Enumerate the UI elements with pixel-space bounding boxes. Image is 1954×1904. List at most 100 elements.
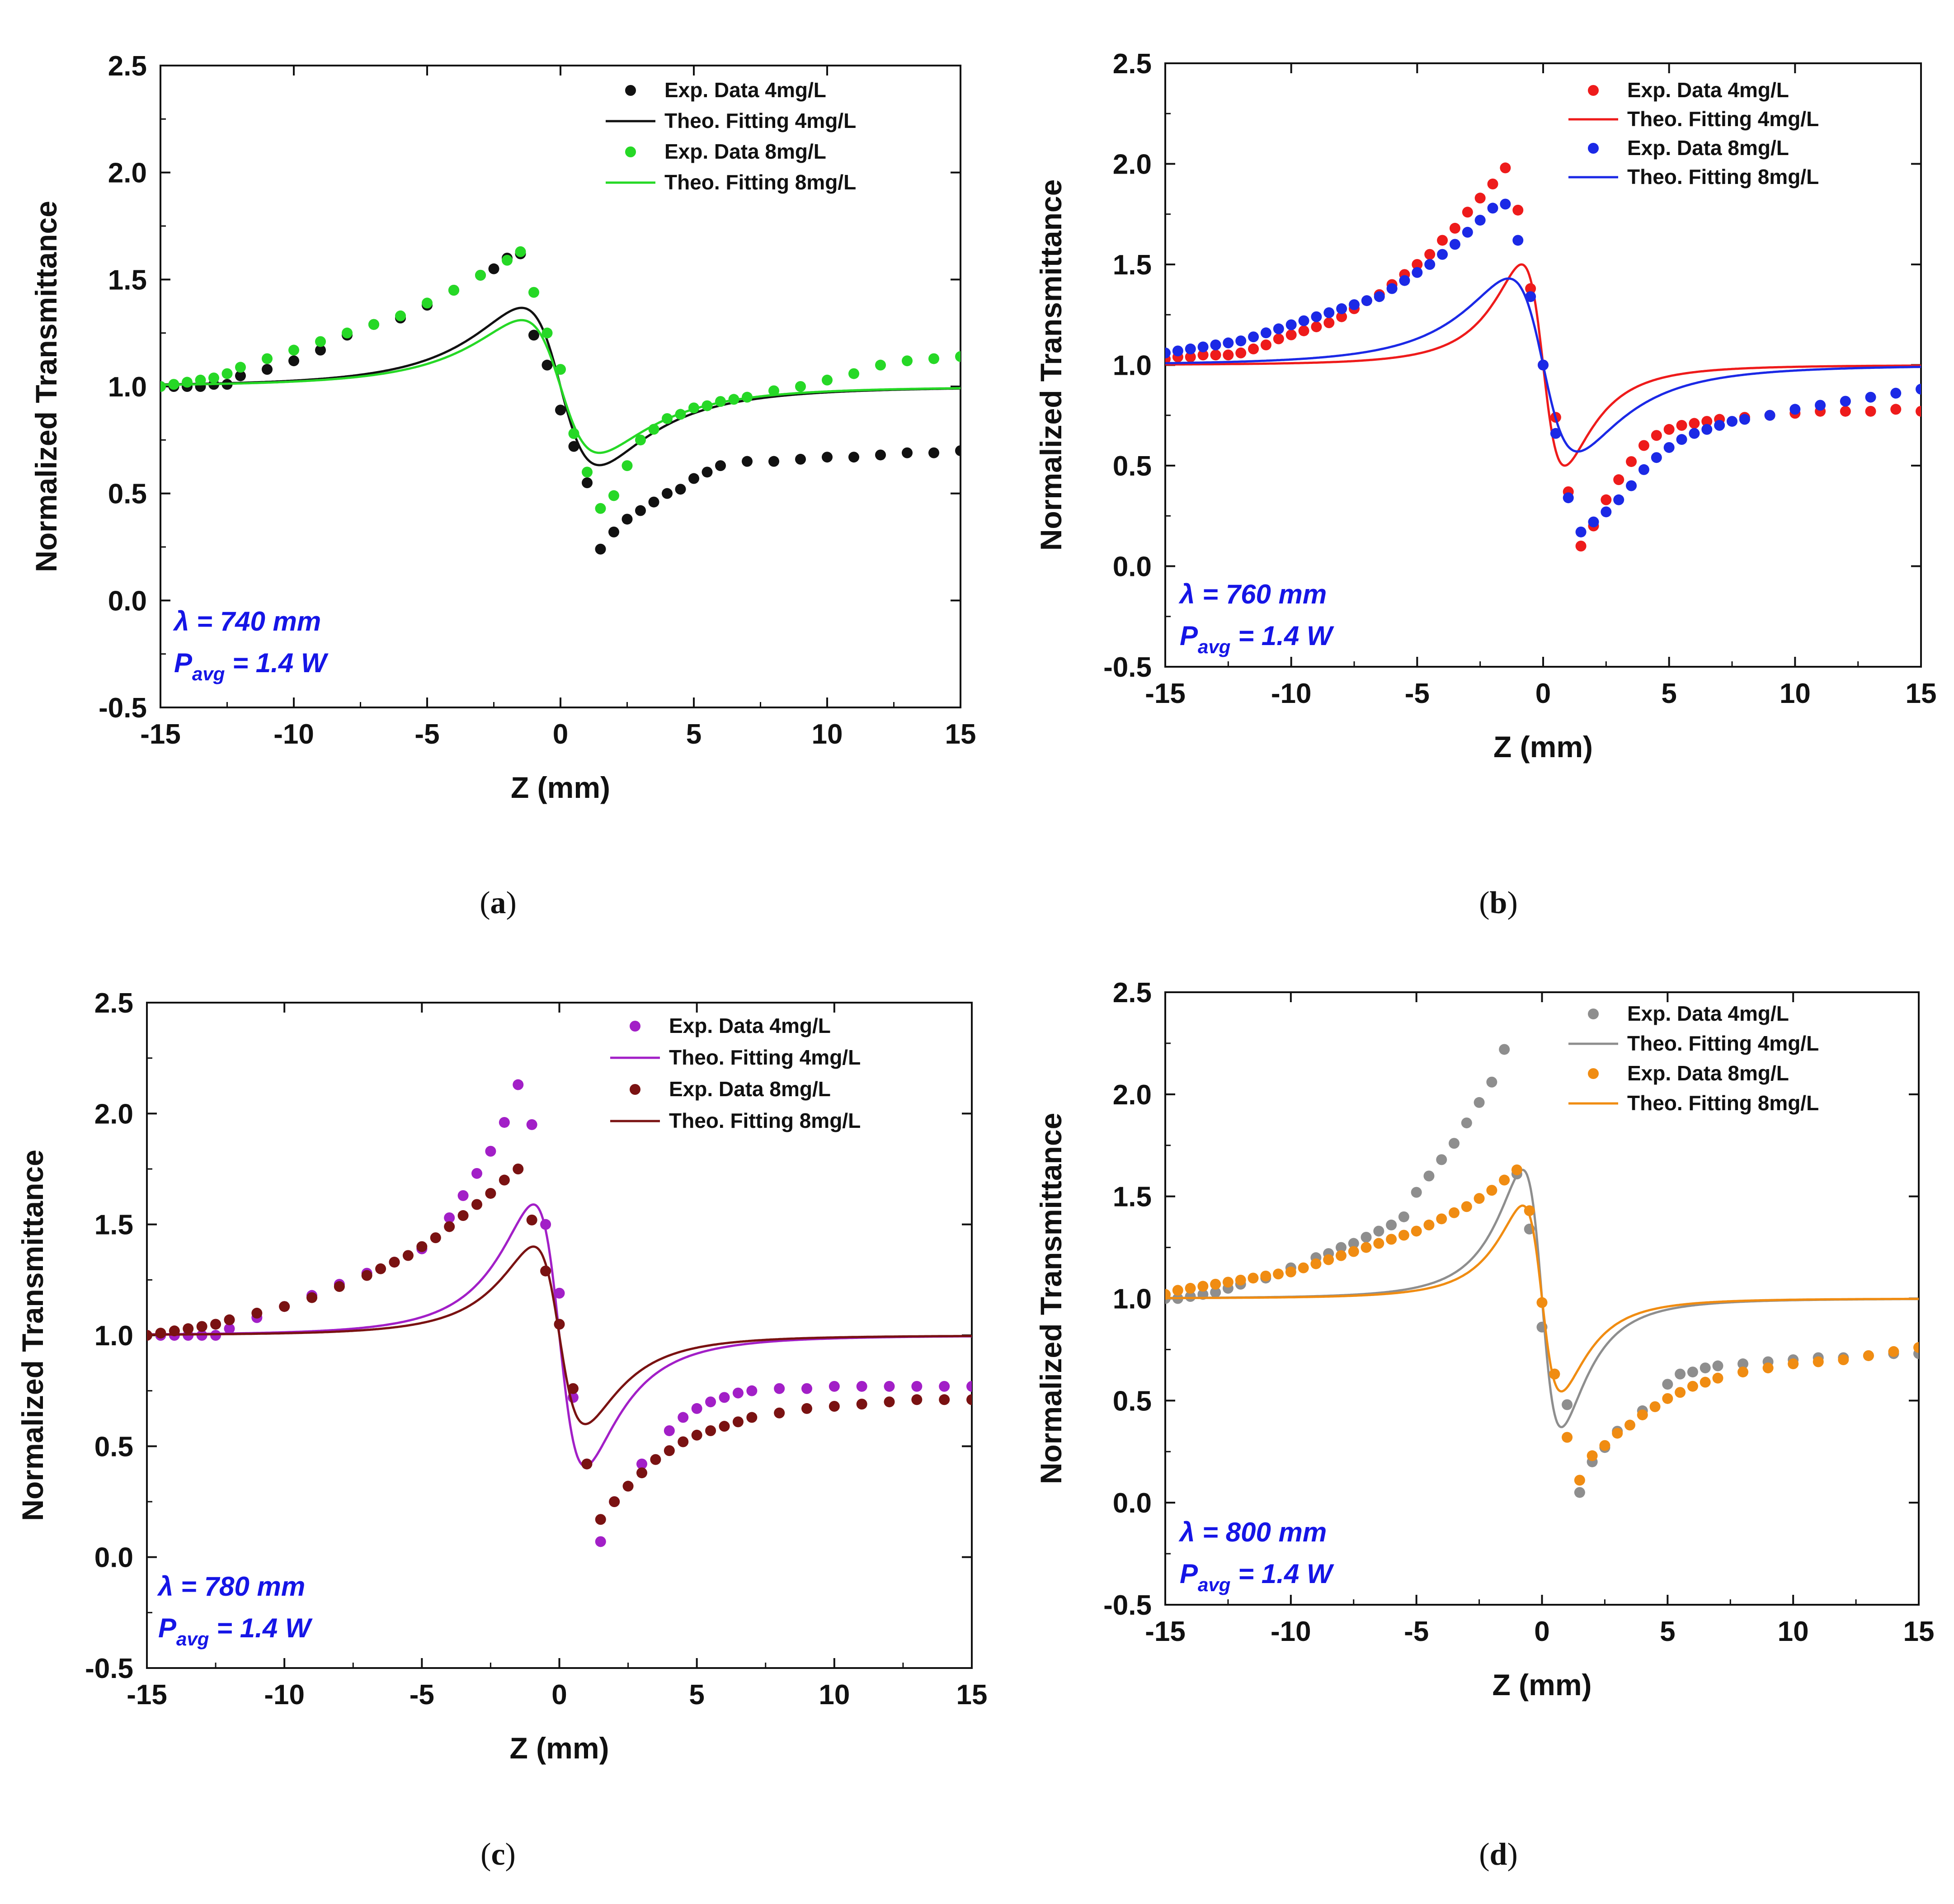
data-point <box>1197 1281 1209 1292</box>
plot-area <box>1165 162 1921 551</box>
data-point <box>1676 434 1687 445</box>
x-tick-label: 15 <box>945 719 976 750</box>
data-point <box>1865 405 1876 417</box>
panel-label-c-close: ) <box>505 1837 516 1872</box>
data-point <box>636 1467 647 1479</box>
data-point <box>1436 1154 1447 1165</box>
panel-label-b-close: ) <box>1507 886 1517 920</box>
series-line-4 <box>1165 277 1921 453</box>
y-axis-title: Normalized Transmittance <box>29 201 63 572</box>
data-point <box>1185 343 1196 354</box>
data-point <box>315 336 326 347</box>
data-point <box>1437 235 1448 246</box>
data-point <box>705 1425 716 1436</box>
data-point <box>1311 311 1322 322</box>
data-point <box>795 453 806 465</box>
data-point <box>1285 1266 1296 1277</box>
power-subscript: avg <box>1198 1574 1230 1595</box>
data-point <box>1235 335 1247 347</box>
data-point <box>528 330 539 341</box>
panel-label-d-letter: d <box>1490 1837 1507 1872</box>
data-point <box>1248 1272 1259 1284</box>
legend-label: Exp. Data 4mg/L <box>669 1014 831 1037</box>
data-point <box>1412 267 1423 278</box>
data-point <box>1285 319 1297 330</box>
data-point <box>1700 1376 1711 1388</box>
data-point <box>928 447 939 458</box>
data-point <box>1386 283 1398 294</box>
data-point <box>1840 405 1851 417</box>
data-point <box>1248 331 1259 343</box>
data-point <box>1260 1270 1271 1282</box>
legend-label: Theo. Fitting 4mg/L <box>664 109 856 132</box>
data-point <box>801 1403 812 1414</box>
data-point <box>1863 1350 1874 1361</box>
data-point <box>513 1079 524 1090</box>
data-point <box>829 1401 840 1412</box>
data-point <box>1449 1207 1460 1218</box>
data-point <box>1386 1219 1397 1230</box>
data-point <box>939 1394 950 1405</box>
y-tick-label: 1.0 <box>108 372 147 403</box>
data-point <box>829 1381 840 1392</box>
data-point <box>1436 1213 1447 1225</box>
data-point <box>1210 1278 1221 1290</box>
data-point <box>746 1385 758 1396</box>
data-point <box>1651 452 1662 463</box>
data-point <box>224 1323 235 1334</box>
power-annotation: Pavg = 1.4 W <box>1180 621 1334 657</box>
data-point <box>1689 418 1700 429</box>
x-tick-label: 10 <box>812 719 843 750</box>
power-value: = 1.4 W <box>1230 621 1334 651</box>
data-point <box>856 1399 867 1410</box>
x-tick-label: 15 <box>1903 1616 1935 1647</box>
data-point <box>1562 1399 1573 1410</box>
data-point <box>502 254 513 266</box>
data-point <box>279 1301 290 1312</box>
data-point <box>471 1199 482 1210</box>
y-axis-title: Normalized Transmittance <box>1034 1113 1068 1485</box>
data-point <box>928 353 939 364</box>
data-point <box>1689 428 1700 439</box>
data-point <box>1626 480 1637 491</box>
data-point <box>1663 424 1675 435</box>
data-point <box>902 447 913 458</box>
legend-label: Theo. Fitting 8mg/L <box>1627 1091 1819 1115</box>
y-axis-title: Normalized Transmittance <box>1034 179 1068 551</box>
data-point <box>1499 1044 1510 1055</box>
x-axis-title: Z (mm) <box>510 1731 609 1765</box>
data-point <box>1197 349 1209 361</box>
data-point <box>485 1188 496 1199</box>
data-point <box>595 1514 606 1525</box>
data-point <box>262 353 273 364</box>
x-tick-label: 10 <box>1780 678 1811 709</box>
wavelength-annotation: λ = 780 mm <box>157 1571 305 1602</box>
data-point <box>715 460 726 471</box>
legend: Exp. Data 4mg/L Theo. Fitting 4mg/L Exp. D… <box>606 78 856 194</box>
panel-label-b-letter: b <box>1490 886 1507 920</box>
data-point <box>1487 179 1498 189</box>
x-tick-label: -10 <box>264 1679 305 1711</box>
y-tick-label: 2.0 <box>94 1098 133 1130</box>
power-symbol: P <box>158 1613 177 1643</box>
x-axis-title: Z (mm) <box>1493 730 1593 763</box>
data-point <box>1638 440 1649 451</box>
y-tick-label: 1.0 <box>94 1320 133 1352</box>
data-point <box>911 1394 923 1405</box>
data-point <box>1675 1368 1686 1380</box>
wavelength-annotation: λ = 800 mm <box>1178 1517 1327 1547</box>
data-point <box>1411 1187 1422 1198</box>
data-point <box>541 359 553 371</box>
data-point <box>1449 1138 1460 1149</box>
x-tick-label: -10 <box>1271 678 1312 709</box>
data-point <box>1916 383 1921 395</box>
data-point <box>306 1292 317 1303</box>
data-point <box>1165 347 1171 358</box>
data-point <box>622 514 633 525</box>
data-point <box>1563 492 1574 504</box>
data-point <box>288 344 299 356</box>
data-point <box>488 263 499 274</box>
legend-label: Exp. Data 8mg/L <box>669 1077 831 1101</box>
data-point <box>1687 1381 1698 1392</box>
data-point <box>1336 303 1347 314</box>
